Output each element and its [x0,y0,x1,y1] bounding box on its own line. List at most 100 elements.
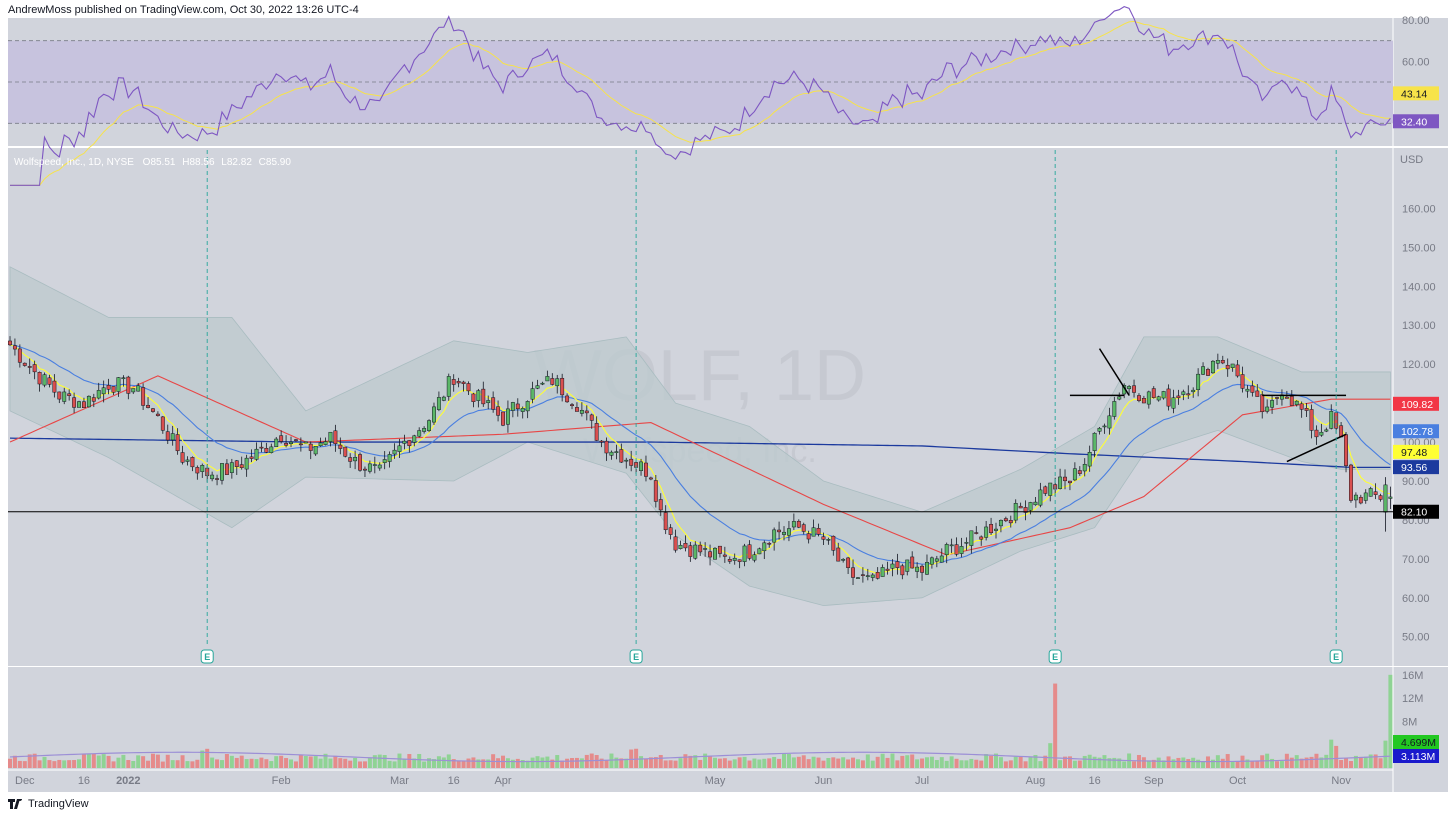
candle-body [1072,468,1077,481]
volume-bar [663,760,668,768]
volume-bar [1107,758,1112,768]
candle-body [318,442,323,447]
volume-bar [648,757,653,768]
candle-body [777,529,782,533]
candle-body [501,411,505,426]
candle-body [1275,397,1279,399]
candle-body [678,544,683,549]
volume-bar [441,757,446,768]
candle-body [1255,390,1260,397]
candle-body [249,456,254,459]
volume-bar [382,755,387,768]
volume-bar [560,760,565,768]
candle-body [530,388,535,400]
candle-body [609,451,614,456]
volume-bar [471,757,476,768]
earnings-label: E [204,652,210,662]
trendline-drawing [1098,348,1130,396]
candle-body [693,544,698,559]
candle-body [37,372,42,385]
volume-tag-box [1393,735,1439,749]
candle-body [959,546,964,554]
volume-bar [1117,758,1122,768]
legend-low: 82.82 [227,157,252,168]
candle-body [801,524,806,532]
volume-bar [1136,754,1141,768]
volume-bar [96,755,101,768]
earnings-label: E [633,652,639,662]
volume-bar [890,753,895,768]
volume-bar [505,758,510,768]
volume-bar [57,759,62,768]
candle-body [382,459,387,463]
volume-bar [436,756,441,768]
volume-bar [1294,755,1299,768]
candle-body [441,396,446,401]
candle-body [141,387,146,406]
volume-bar [77,759,82,768]
volume-bar [111,761,116,768]
volume-bar [1319,757,1324,768]
candle-body [949,544,954,547]
volume-bar [1373,754,1378,768]
candle-body [1235,364,1240,377]
volume-bar [629,749,634,768]
volume-bar [298,754,303,768]
volume-bar [1284,753,1289,768]
candle-body [195,467,200,474]
volume-bar [1013,756,1018,768]
volume-bar [841,757,846,768]
candle-body [1033,501,1038,506]
candle-body [254,448,259,460]
volume-bar [1072,760,1077,768]
candle-body [510,402,515,411]
candle-body [1112,401,1117,417]
volume-bar [160,761,165,768]
candle-body [481,388,486,405]
candle-body [1151,388,1156,398]
price-tick-label: 60.00 [1402,593,1430,605]
candle-body [1102,425,1107,428]
candle-body [934,558,939,562]
candle-body [298,443,303,446]
candle-body [358,454,362,471]
tradingview-footer[interactable]: TradingView [8,798,89,810]
time-axis-label: Feb [272,775,291,787]
volume-bar [540,757,545,768]
volume-bar [219,760,224,768]
candle-body [584,410,589,414]
price-tag: 82.10 [1401,507,1427,519]
candle-body [185,459,190,462]
volume-bar [658,755,663,768]
price-tick-label: 140.00 [1402,281,1436,293]
earnings-badge-icon [629,649,643,664]
candle-body [111,386,116,393]
volume-bar [974,759,979,768]
volume-bar [17,760,22,768]
time-axis-label: May [705,775,726,787]
candle-body [890,563,895,569]
candle-body [466,383,471,392]
candle-body [229,462,234,473]
bollinger-band [9,266,1391,606]
time-axis-label: Sep [1144,775,1164,787]
candle-body [67,393,72,396]
volume-bar [1230,761,1235,768]
volume-bar [1132,761,1137,768]
candle-body [323,441,328,445]
volume-bar [565,758,570,768]
candle-body [920,565,924,573]
volume-bar [525,760,530,768]
candle-body [274,438,279,447]
time-axis-label: Jun [815,775,833,787]
candle-body [1171,397,1176,409]
volume-series [8,674,1393,768]
volume-bar [1146,760,1151,768]
volume-bar [289,759,294,768]
volume-bar [175,760,180,768]
volume-bar [934,760,939,768]
volume-bar [367,758,372,768]
candle-body [811,527,816,537]
candle-body [1028,502,1033,511]
